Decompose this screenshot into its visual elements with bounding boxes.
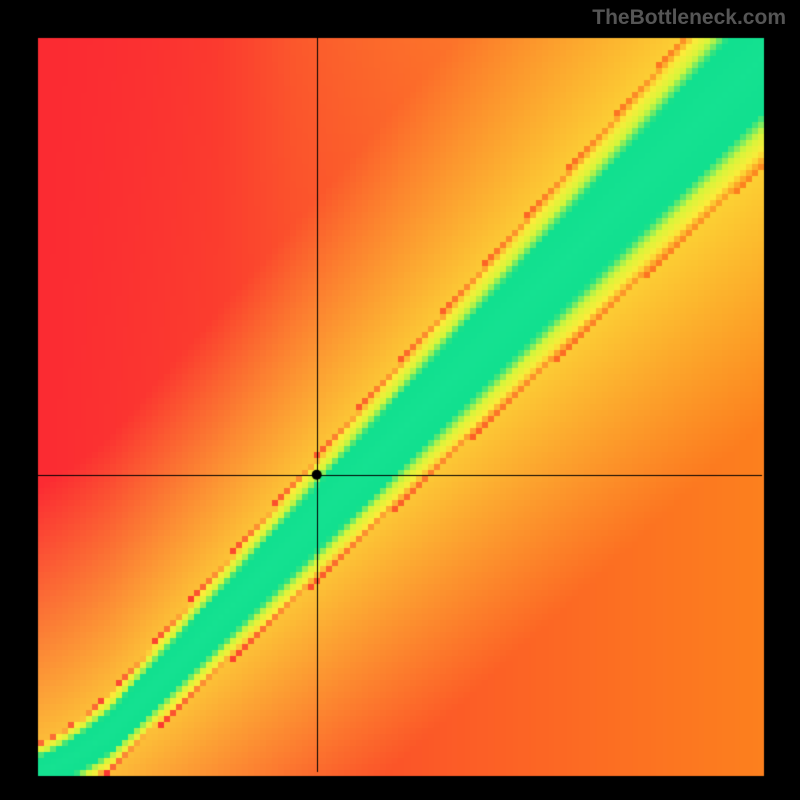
chart-container: TheBottleneck.com bbox=[0, 0, 800, 800]
watermark-text: TheBottleneck.com bbox=[592, 6, 786, 30]
bottleneck-heatmap bbox=[0, 0, 800, 800]
